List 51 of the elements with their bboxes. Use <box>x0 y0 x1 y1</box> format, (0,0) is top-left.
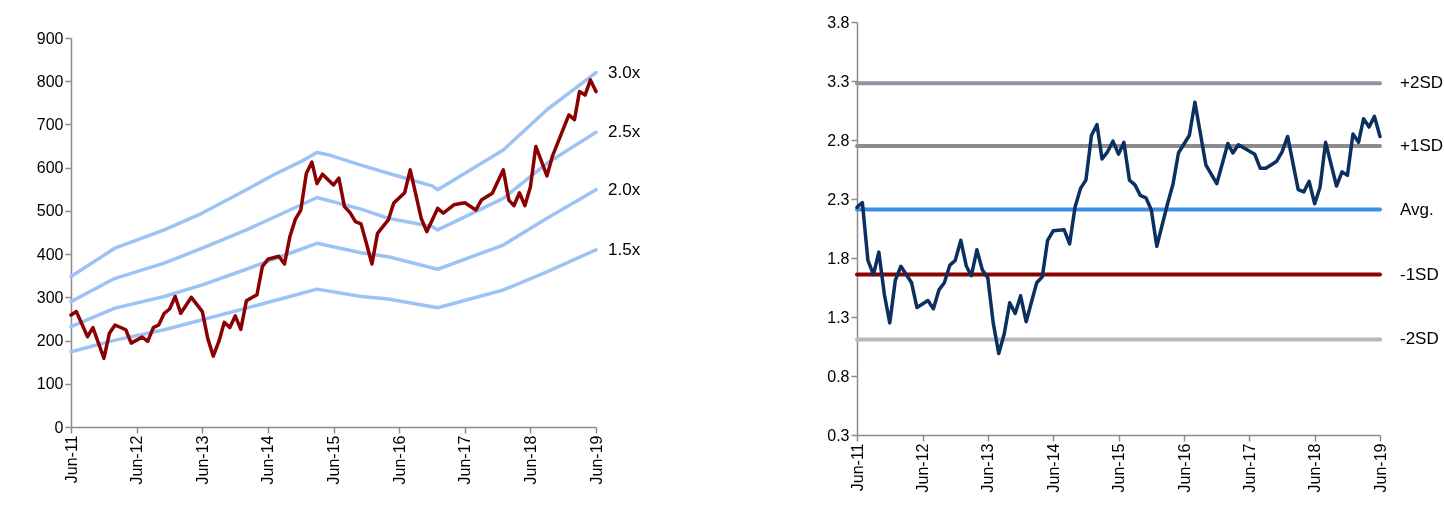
y-tick-label: 400 <box>36 245 64 263</box>
ref-line-label: Avg. <box>1400 199 1434 219</box>
ref-line-label: -1SD <box>1400 264 1439 284</box>
x-tick-label: Jun-14 <box>1044 443 1062 493</box>
y-tick-label: 2.8 <box>827 131 850 149</box>
x-tick-label: Jun-17 <box>1240 443 1258 493</box>
x-tick-label: Jun-19 <box>1371 443 1389 493</box>
y-tick-label: 800 <box>36 72 64 90</box>
line-series <box>855 100 1382 356</box>
x-tick-label: Jun-12 <box>128 435 146 485</box>
x-tick-label: Jun-17 <box>456 435 474 485</box>
y-tick-label: 3.8 <box>827 13 850 31</box>
y-tick-label: 600 <box>36 159 64 177</box>
y-tick-label: 100 <box>36 375 64 393</box>
x-tick-label: Jun-16 <box>390 435 408 485</box>
y-tick-label: 1.8 <box>827 249 850 267</box>
y-tick-label: 700 <box>36 115 64 133</box>
y-tick-label: 0.3 <box>827 426 850 444</box>
x-tick-label: Jun-16 <box>1175 443 1193 493</box>
y-tick-label: 1.3 <box>827 308 850 326</box>
y-tick-label: 0.8 <box>827 367 850 385</box>
series-label: 3.0x <box>608 62 641 82</box>
series-label: 1.5x <box>608 239 641 259</box>
y-tick-label: 3.3 <box>827 72 850 90</box>
ref-line-label: +2SD <box>1400 73 1443 93</box>
line-series <box>69 78 598 361</box>
x-tick-label: Jun-15 <box>325 435 342 485</box>
x-tick-label: Jun-13 <box>193 435 211 485</box>
x-tick-label: Jun-13 <box>979 443 997 493</box>
line-series <box>69 248 598 354</box>
line-series <box>69 70 598 279</box>
x-tick-label: Jun-18 <box>521 435 539 485</box>
line-series <box>69 187 598 329</box>
x-tick-label: Jun-18 <box>1306 443 1324 493</box>
ref-line-label: +1SD <box>1400 135 1443 155</box>
y-tick-label: 0 <box>54 418 64 436</box>
series-label: 2.0x <box>608 179 641 199</box>
series-label: 2.5x <box>608 122 641 142</box>
y-tick-label: 900 <box>36 29 64 47</box>
x-tick-label: Jun-15 <box>1110 443 1127 493</box>
y-tick-label: 300 <box>36 288 64 306</box>
ref-line-label: -2SD <box>1400 329 1439 349</box>
x-tick-label: Jun-11 <box>848 443 866 492</box>
x-tick-label: Jun-11 <box>62 435 80 484</box>
y-tick-label: 500 <box>36 202 64 220</box>
x-tick-label: Jun-12 <box>914 443 932 493</box>
x-tick-label: Jun-19 <box>587 435 605 485</box>
line-series <box>69 130 598 304</box>
y-tick-label: 200 <box>36 332 64 350</box>
x-tick-label: Jun-14 <box>259 435 277 485</box>
y-tick-label: 2.3 <box>827 190 850 208</box>
